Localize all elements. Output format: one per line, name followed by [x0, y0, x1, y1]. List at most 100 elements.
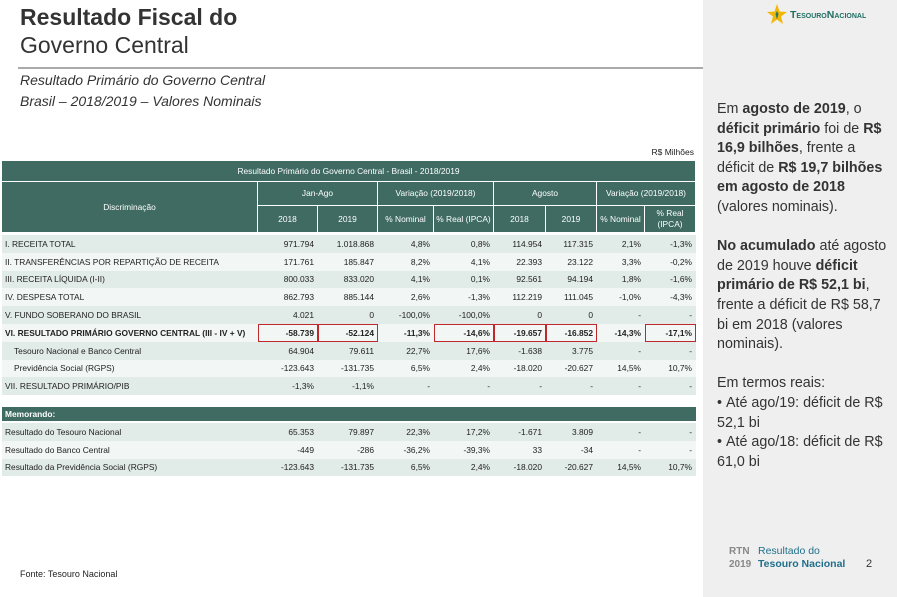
side-text: Em agosto de 2019, o déficit primário fo…: [717, 100, 893, 472]
cell-value: 2,4%: [434, 359, 494, 378]
cell-value: 3,3%: [597, 252, 645, 271]
group-header: Agosto: [494, 182, 597, 206]
cell-value: 112.219: [494, 288, 546, 307]
cell-value: 885.144: [318, 288, 378, 307]
cell-value: -17,1%: [645, 324, 696, 342]
cell-value: -123.643: [258, 359, 318, 378]
cell-value: -0,2%: [645, 252, 696, 271]
cell-value: -1,6%: [645, 270, 696, 289]
column-header: 2018: [258, 206, 318, 233]
row-label: III. RECEITA LÍQUIDA (I-II): [2, 270, 258, 289]
cell-value: 862.793: [258, 288, 318, 307]
cell-value: 2,6%: [378, 288, 434, 307]
cell-value: 4,1%: [434, 252, 494, 271]
cell-value: 8,2%: [378, 252, 434, 271]
text-run: , frente a déficit de R$ 58,7 bi em 2018…: [717, 277, 881, 353]
title: Governo Central: [20, 32, 189, 58]
cell-value: -20.627: [546, 359, 597, 378]
side-panel-bg: [703, 0, 897, 597]
cell-value: 17,6%: [434, 341, 494, 360]
text-run: déficit primário de R$ 52,1 bi: [717, 257, 866, 294]
cell-value: 971.794: [258, 235, 318, 253]
row-label: Resultado do Tesouro Nacional: [2, 423, 258, 441]
highlight-box: [318, 324, 378, 342]
highlight-box: [258, 324, 318, 342]
cell-value: 0: [318, 306, 378, 324]
highlight-box: [494, 324, 546, 342]
cell-value: -: [645, 341, 696, 360]
column-header: 2018: [494, 206, 546, 233]
text-run: No acumulado: [717, 238, 816, 255]
cell-value: -1.638: [494, 341, 546, 360]
cell-value: 23.122: [546, 252, 597, 271]
cell-value: -100,0%: [378, 306, 434, 324]
brand-short: RTN: [729, 546, 750, 557]
cell-value: 117.315: [546, 235, 597, 253]
cell-value: -: [494, 377, 546, 396]
column-header: % Real (IPCA): [645, 206, 696, 233]
cell-value: -18.020: [494, 458, 546, 477]
cell-value: -1,3%: [434, 288, 494, 307]
brand-line: Resultado do: [758, 545, 820, 557]
cell-value: -52.124: [318, 324, 378, 342]
text-run: até agosto de 2019 houve: [717, 238, 887, 274]
cell-value: 22.393: [494, 252, 546, 271]
row-label: IV. DESPESA TOTAL: [2, 288, 258, 307]
text-run: foi de: [820, 120, 864, 137]
text-run: , o: [845, 101, 862, 117]
cell-value: 114.954: [494, 235, 546, 253]
cell-value: -449: [258, 440, 318, 459]
cell-value: 1,8%: [597, 270, 645, 289]
row-label: VI. RESULTADO PRIMÁRIO GOVERNO CENTRAL (…: [2, 324, 258, 342]
cell-value: 0: [494, 306, 546, 324]
highlight-box: [434, 324, 494, 342]
cell-value: 94.194: [546, 270, 597, 289]
row-label: I. RECEITA TOTAL: [2, 235, 258, 253]
cell-value: -131.735: [318, 359, 378, 378]
cell-value: 79.897: [318, 423, 378, 441]
column-header: % Real (IPCA): [434, 206, 494, 233]
row-label: Previdência Social (RGPS): [2, 359, 258, 378]
cell-value: 2,1%: [597, 235, 645, 253]
cell-value: 92.561: [494, 270, 546, 289]
cell-value: 2,4%: [434, 458, 494, 477]
column-header: % Nominal: [378, 206, 434, 233]
text-run: Em termos reais:: [717, 375, 826, 392]
column-header: % Nominal: [597, 206, 645, 233]
cell-value: -: [378, 377, 434, 396]
cell-value: -: [597, 423, 645, 441]
cell-value: 10,7%: [645, 458, 696, 477]
cell-value: -: [645, 440, 696, 459]
text-run: déficit primário: [717, 120, 821, 137]
cell-value: 22,7%: [378, 341, 434, 360]
cell-value: -: [597, 341, 645, 360]
cell-value: -131.735: [318, 458, 378, 477]
unit-label: R$ Milhões: [651, 147, 694, 157]
highlight-box: [546, 324, 597, 342]
paragraph: Em termos reais:: [717, 374, 893, 394]
brand-year: 2019: [729, 559, 752, 570]
text-run: agosto de 2019: [742, 101, 846, 117]
cell-value: -19.657: [494, 324, 546, 342]
cell-value: -123.643: [258, 458, 318, 477]
cell-value: 0,8%: [434, 235, 494, 253]
cell-value: 10,7%: [645, 359, 696, 378]
cell-value: -: [434, 377, 494, 396]
text-run: (valores nominais).: [717, 198, 838, 215]
highlight-box: [645, 324, 696, 342]
cell-value: -: [546, 377, 597, 396]
cell-value: 4,8%: [378, 235, 434, 253]
cell-value: -16.852: [546, 324, 597, 342]
memo-header: Memorando:: [2, 407, 696, 421]
row-label: VII. RESULTADO PRIMÁRIO/PIB: [2, 377, 258, 396]
logo-text: TesouroNacional: [790, 9, 867, 21]
cell-value: -34: [546, 440, 597, 459]
paragraph: No acumulado até agosto de 2019 houve dé…: [717, 237, 893, 355]
table-title: Resultado Primário do Governo Central - …: [2, 161, 696, 182]
cell-value: 171.761: [258, 252, 318, 271]
text-run: Em: [717, 101, 743, 117]
brand-line: Tesouro Nacional: [758, 558, 846, 570]
row-label: Resultado da Previdência Social (RGPS): [2, 458, 258, 477]
cell-value: 79.611: [318, 341, 378, 360]
cell-value: 17,2%: [434, 423, 494, 441]
